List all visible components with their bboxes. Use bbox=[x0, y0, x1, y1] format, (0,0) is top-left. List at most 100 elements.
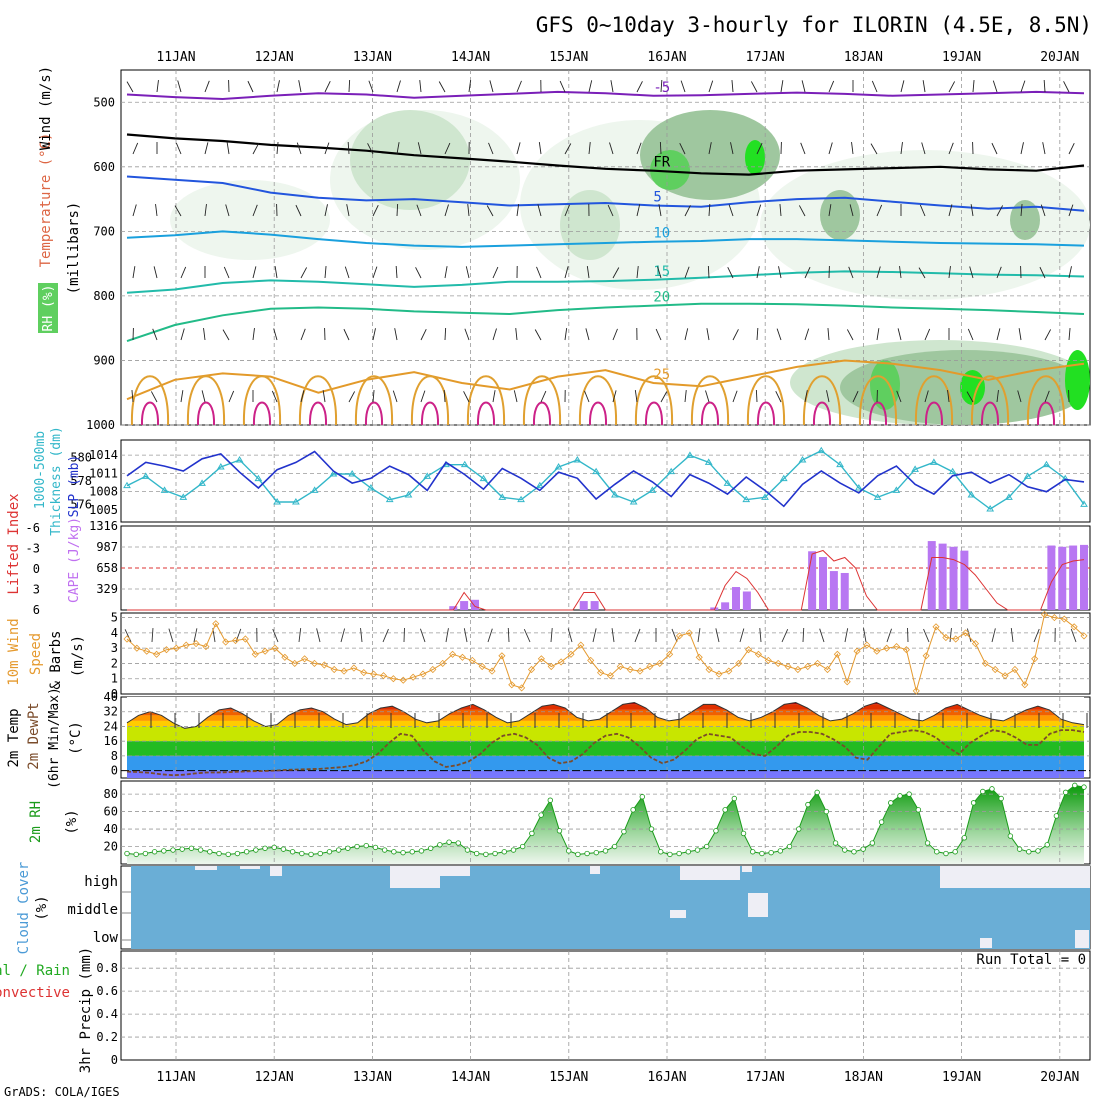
wind-speed-marker bbox=[143, 647, 151, 655]
thickness-marker bbox=[779, 474, 788, 482]
cape-bar bbox=[829, 571, 838, 610]
wind-speed-marker bbox=[547, 662, 555, 671]
rh-marker bbox=[648, 826, 655, 832]
day-label-bottom: 13JAN bbox=[353, 1070, 392, 1085]
wind-barb bbox=[324, 81, 331, 93]
rh-marker bbox=[621, 828, 627, 835]
wind-speed-marker bbox=[320, 661, 328, 669]
rh-marker bbox=[1053, 813, 1060, 819]
wind-barb bbox=[132, 142, 139, 155]
rh-marker bbox=[151, 849, 158, 855]
rh-marker bbox=[602, 848, 609, 854]
rh-label: 2m RH bbox=[28, 801, 44, 843]
wind-barb bbox=[948, 266, 951, 279]
isotherm-loop bbox=[130, 375, 170, 426]
cape-bar bbox=[742, 591, 751, 610]
cape-bar bbox=[471, 599, 479, 610]
isotherm bbox=[126, 270, 1085, 294]
rh-marker bbox=[786, 843, 793, 850]
isotherm-loop bbox=[298, 375, 338, 426]
surface-wind-barb bbox=[487, 628, 493, 643]
wind-speed-marker bbox=[222, 638, 230, 646]
thickness-tick: 580 bbox=[70, 451, 92, 465]
rh-marker bbox=[685, 849, 692, 855]
precip-tick: 0 bbox=[111, 1053, 118, 1067]
wind-barb bbox=[996, 266, 1002, 279]
wind-barb bbox=[344, 266, 350, 279]
wind-barb bbox=[348, 391, 356, 403]
rh-marker bbox=[464, 847, 471, 853]
wind-barb bbox=[585, 328, 590, 341]
wind-barb bbox=[1039, 266, 1046, 279]
precip-tick: 0.2 bbox=[96, 1030, 118, 1044]
rh-marker bbox=[335, 847, 342, 853]
wind-barb bbox=[347, 141, 350, 155]
isotherm bbox=[126, 359, 1085, 401]
isotherm-loop-inner bbox=[364, 401, 384, 426]
pressure-tick: 800 bbox=[93, 289, 115, 303]
rh-shade bbox=[745, 140, 765, 175]
wind-barb bbox=[607, 204, 614, 217]
rh-marker bbox=[676, 850, 682, 857]
wind-barb bbox=[419, 80, 422, 93]
isotherm-loop-inner bbox=[812, 401, 832, 426]
wind-speed-marker bbox=[251, 650, 259, 658]
wind-speed-marker bbox=[932, 623, 940, 631]
surface-wind-barb bbox=[949, 628, 952, 643]
wind-barb bbox=[324, 142, 330, 155]
wind-barb bbox=[1044, 390, 1050, 403]
wind-barb bbox=[900, 80, 905, 93]
isotherm-loop bbox=[858, 375, 898, 426]
thickness-marker bbox=[817, 446, 826, 454]
wind-barb bbox=[276, 80, 280, 93]
surface-wind-barb bbox=[151, 628, 154, 643]
surface-wind-barb bbox=[592, 628, 597, 643]
rh-shade bbox=[760, 150, 1090, 300]
thickness-marker bbox=[479, 474, 488, 482]
thickness-marker bbox=[216, 463, 225, 470]
wind-barb bbox=[174, 205, 182, 217]
wind-barb bbox=[922, 80, 926, 93]
wind-barb bbox=[732, 390, 738, 403]
wind-speed-marker bbox=[350, 664, 358, 672]
cloud-gap bbox=[240, 866, 260, 869]
wind-speed-marker bbox=[330, 665, 338, 674]
ua-wind-label: Wind (m/s) bbox=[38, 66, 54, 150]
thickness-marker bbox=[498, 493, 507, 500]
wind-speed-marker bbox=[754, 650, 762, 658]
wind-barb bbox=[155, 204, 158, 217]
day-label-top: 13JAN bbox=[353, 50, 392, 65]
wind-barb bbox=[396, 203, 399, 217]
wind-speed-marker bbox=[261, 647, 269, 655]
thickness-marker bbox=[1023, 472, 1032, 479]
wind-barb bbox=[492, 390, 496, 403]
wind-speed-marker bbox=[498, 652, 506, 660]
wind-speed-marker bbox=[823, 665, 832, 674]
wind-barb bbox=[660, 391, 668, 403]
wind-barb bbox=[727, 267, 734, 279]
isotherm-loop bbox=[690, 375, 730, 426]
day-label-top: 17JAN bbox=[746, 50, 785, 65]
surface-wind-barb bbox=[991, 628, 996, 643]
wind-speed-marker bbox=[360, 669, 368, 677]
wind-barb bbox=[444, 266, 448, 279]
thickness-label-a: 1000-500mb bbox=[33, 431, 48, 509]
wind-unit-label: (m/s) bbox=[70, 635, 86, 677]
rh-shade bbox=[1010, 200, 1040, 240]
rh-marker bbox=[713, 828, 719, 834]
wind-speed-marker bbox=[478, 662, 486, 671]
wind-barb bbox=[126, 81, 134, 93]
cape-bar bbox=[449, 606, 458, 610]
wind-barb bbox=[756, 204, 762, 217]
wind-barb bbox=[876, 266, 881, 279]
thickness-marker bbox=[554, 463, 563, 470]
thickness-marker bbox=[686, 451, 694, 458]
wind-barb bbox=[372, 328, 376, 341]
wind-barb bbox=[966, 391, 974, 403]
temp-line bbox=[126, 701, 1085, 729]
slp-tick: 1014 bbox=[89, 448, 118, 462]
wind-barb bbox=[489, 80, 494, 93]
wind-barb bbox=[948, 142, 954, 155]
panel-temp2m bbox=[120, 696, 1091, 779]
rh-marker bbox=[234, 850, 241, 857]
